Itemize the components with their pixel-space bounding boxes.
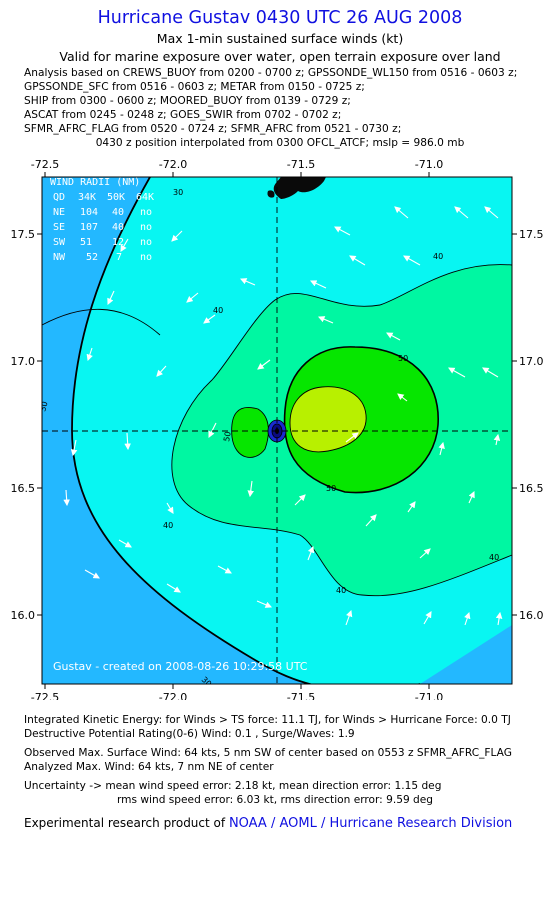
wind-radii-table: WIND RADII (NM) QD 34K 50K 64K NE 104 40… bbox=[50, 177, 154, 263]
y-tick-label: 17.5 bbox=[519, 228, 544, 241]
y-tick-label: 17.5 bbox=[11, 228, 36, 241]
contour-label: 40 bbox=[336, 586, 346, 595]
wind-radii-cell: no bbox=[140, 237, 152, 248]
y-tick-label: 16.5 bbox=[519, 482, 544, 495]
contour-label: 50 bbox=[326, 484, 336, 493]
x-tick-label: -71.5 bbox=[287, 691, 315, 700]
contour-45-outer-west bbox=[42, 308, 161, 336]
wind-radii-cell: 40 bbox=[112, 222, 124, 233]
x-tick-labels-bottom: -72.5 -72.0 -71.5 -71.0 bbox=[31, 691, 443, 700]
source-line-2: GPSSONDE_SFC from 0516 - 0603 z; METAR f… bbox=[24, 81, 365, 93]
y-tick-label: 16.5 bbox=[11, 482, 36, 495]
y-tick-label: 16.0 bbox=[11, 609, 36, 622]
contour-label: 50 bbox=[398, 354, 408, 363]
land-island bbox=[267, 190, 275, 198]
band-64-plus bbox=[290, 386, 367, 452]
contour-label: 40 bbox=[213, 306, 223, 315]
credit-line: Experimental research product of NOAA / … bbox=[24, 816, 512, 831]
wind-radii-header: 50K bbox=[107, 192, 125, 203]
creation-stamp: Gustav - created on 2008-08-26 10:29:58 … bbox=[53, 660, 308, 673]
analyzed-max-line: Analyzed Max. Wind: 64 kts, 7 nm NE of c… bbox=[24, 761, 274, 773]
wind-radii-header: 64K bbox=[136, 192, 154, 203]
x-tick-label: -71.0 bbox=[415, 691, 443, 700]
wind-radii-cell: 52 bbox=[86, 252, 98, 263]
observed-max-line: Observed Max. Surface Wind: 64 kts, 5 nm… bbox=[24, 747, 512, 759]
contour-label: 40 bbox=[433, 252, 443, 261]
wind-radii-header: QD bbox=[53, 192, 65, 203]
x-tick-labels-top: -72.5 -72.0 -71.5 -71.0 bbox=[31, 158, 443, 171]
credit-org-link[interactable]: NOAA / AOML / Hurricane Research Divisio… bbox=[228, 816, 513, 831]
axis-ticks bbox=[37, 172, 517, 689]
chart-subtitle: Max 1-min sustained surface winds (kt) bbox=[156, 31, 404, 46]
y-tick-label: 16.0 bbox=[519, 609, 544, 622]
y-tick-label: 17.0 bbox=[11, 355, 36, 368]
x-tick-label: -71.0 bbox=[415, 158, 443, 171]
x-tick-label: -71.5 bbox=[287, 158, 315, 171]
y-tick-labels-right: 17.5 17.0 16.5 16.0 bbox=[519, 228, 544, 622]
wind-radii-cell: 12 bbox=[112, 237, 124, 248]
wind-radii-cell: no bbox=[140, 222, 152, 233]
wind-radii-cell: NW bbox=[53, 252, 66, 263]
wind-field-map: 30 30 30 40 40 40 40 40 50 50 50 WIND RA… bbox=[11, 158, 544, 700]
wind-radii-cell: NE bbox=[53, 207, 65, 218]
x-tick-label: -72.5 bbox=[31, 691, 59, 700]
wind-radii-cell: SE bbox=[53, 222, 65, 233]
contour-64 bbox=[289, 386, 367, 453]
source-line-3: SHIP from 0300 - 0600 z; MOORED_BUOY fro… bbox=[24, 95, 351, 107]
contour-label: 30 bbox=[200, 675, 214, 689]
source-line-5: SFMR_AFRC_FLAG from 0520 - 0724 z; SFMR_… bbox=[24, 123, 402, 135]
center-crosshair bbox=[42, 177, 512, 684]
y-tick-labels-left: 17.5 17.0 16.5 16.0 bbox=[11, 228, 36, 622]
plot-frame bbox=[41, 176, 513, 685]
wind-radii-title: WIND RADII (NM) bbox=[50, 177, 140, 188]
contour-label: 40 bbox=[163, 521, 173, 530]
wind-radii-cell: 7 bbox=[116, 252, 122, 263]
map-area: 30 30 30 40 40 40 40 40 50 50 50 WIND RA… bbox=[38, 177, 512, 689]
contour-label: 50 bbox=[222, 431, 233, 443]
position-note: 0430 z position interpolated from 0300 O… bbox=[95, 137, 465, 149]
wind-radii-cell: SW bbox=[53, 237, 66, 248]
contour-labels: 30 30 30 40 40 40 40 40 50 50 50 bbox=[38, 188, 499, 689]
x-tick-label: -72.0 bbox=[159, 691, 187, 700]
wind-radii-header: 34K bbox=[78, 192, 96, 203]
ike-line: Integrated Kinetic Energy: for Winds > T… bbox=[24, 714, 511, 726]
wind-radii-cell: 107 bbox=[80, 222, 98, 233]
contour-50 bbox=[283, 346, 439, 494]
y-tick-label: 17.0 bbox=[519, 355, 544, 368]
contour-label: 30 bbox=[173, 188, 183, 197]
contour-label: 30 bbox=[38, 400, 49, 412]
dpr-line: Destructive Potential Rating(0-6) Wind: … bbox=[24, 728, 355, 740]
land-coastline bbox=[273, 177, 326, 199]
wind-vectors bbox=[63, 206, 503, 626]
wind-radii-cell: 51 bbox=[80, 237, 92, 248]
contour-label: 40 bbox=[489, 553, 499, 562]
uncertainty-line-2: rms wind speed error: 6.03 kt, rms direc… bbox=[117, 794, 434, 806]
contour-40 bbox=[171, 264, 512, 597]
x-tick-label: -72.5 bbox=[31, 158, 59, 171]
credit-prefix: Experimental research product of bbox=[24, 816, 226, 830]
wind-radii-cell: 104 bbox=[80, 207, 98, 218]
page-title: Hurricane Gustav 0430 UTC 26 AUG 2008 bbox=[97, 8, 463, 28]
wind-radii-cell: no bbox=[140, 252, 152, 263]
uncertainty-line-1: Uncertainty -> mean wind speed error: 2.… bbox=[24, 780, 442, 792]
validity-note: Valid for marine exposure over water, op… bbox=[59, 49, 501, 64]
wind-radii-cell: no bbox=[140, 207, 152, 218]
source-line-4: ASCAT from 0245 - 0248 z; GOES_SWIR from… bbox=[24, 109, 342, 121]
wind-radii-cell: 40 bbox=[112, 207, 124, 218]
source-line-1: Analysis based on CREWS_BUOY from 0200 -… bbox=[24, 67, 518, 79]
x-tick-label: -72.0 bbox=[159, 158, 187, 171]
